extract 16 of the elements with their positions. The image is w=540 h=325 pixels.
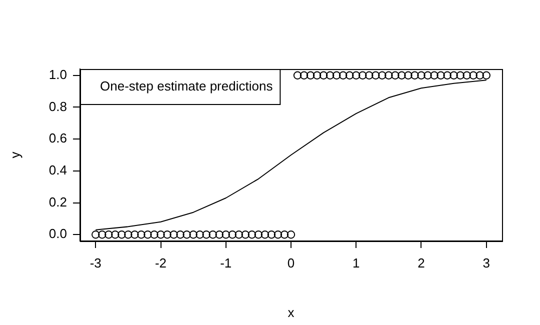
annotation: One-step estimate predictions	[100, 78, 274, 94]
y-tick-label: 0.0	[48, 226, 67, 242]
y-tick-label: 0.8	[48, 98, 67, 114]
y-axis-title: y	[7, 151, 22, 158]
x-axis-title: x	[288, 304, 295, 320]
y-tick-label: 0.2	[48, 194, 67, 210]
x-tick-label: 2	[418, 255, 425, 270]
x-tick-label: 1	[352, 255, 360, 270]
y-tick-label: 1.0	[48, 66, 67, 82]
x-tick-label: -2	[154, 255, 167, 270]
y-tick-label: 0.6	[48, 130, 67, 146]
x-tick-label: -3	[90, 255, 102, 270]
y-tick-label: 0.4	[48, 162, 67, 178]
x-tick-label: 0	[287, 255, 295, 270]
x-tick-label: -1	[220, 255, 232, 270]
x-tick-label: 3	[482, 255, 490, 270]
